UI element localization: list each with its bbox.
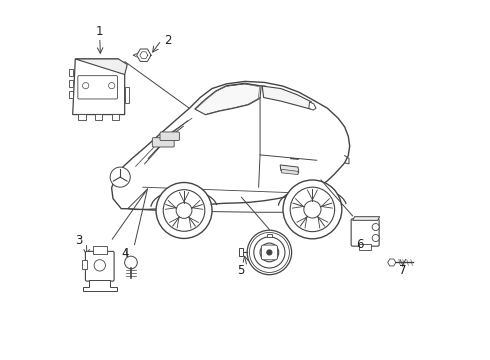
Circle shape bbox=[304, 201, 321, 218]
Bar bbox=[69, 91, 73, 98]
Circle shape bbox=[163, 190, 205, 231]
FancyBboxPatch shape bbox=[152, 138, 174, 147]
Polygon shape bbox=[353, 217, 380, 220]
Polygon shape bbox=[112, 81, 350, 210]
Circle shape bbox=[267, 250, 272, 255]
Bar bbox=[93, 246, 107, 253]
Circle shape bbox=[156, 183, 212, 238]
Circle shape bbox=[110, 167, 130, 187]
Text: 4: 4 bbox=[121, 247, 128, 260]
Bar bbox=[69, 69, 73, 76]
Polygon shape bbox=[388, 259, 396, 266]
Circle shape bbox=[124, 256, 137, 269]
Circle shape bbox=[176, 203, 192, 219]
Polygon shape bbox=[280, 165, 299, 173]
Polygon shape bbox=[282, 169, 298, 175]
Polygon shape bbox=[309, 102, 316, 110]
FancyBboxPatch shape bbox=[261, 245, 277, 260]
Circle shape bbox=[260, 243, 279, 262]
Text: 3: 3 bbox=[75, 234, 83, 247]
FancyBboxPatch shape bbox=[78, 76, 118, 99]
Text: 1: 1 bbox=[96, 25, 103, 38]
Circle shape bbox=[94, 260, 105, 271]
Polygon shape bbox=[137, 49, 151, 62]
FancyBboxPatch shape bbox=[160, 132, 179, 140]
FancyBboxPatch shape bbox=[85, 251, 114, 281]
Circle shape bbox=[290, 187, 335, 231]
Circle shape bbox=[283, 180, 342, 239]
Bar bbox=[240, 248, 244, 256]
Bar bbox=[359, 244, 371, 250]
Bar bbox=[69, 80, 73, 87]
Bar bbox=[267, 234, 272, 237]
Polygon shape bbox=[262, 86, 311, 109]
Circle shape bbox=[249, 233, 290, 273]
Polygon shape bbox=[83, 280, 117, 291]
Bar bbox=[124, 87, 129, 103]
Circle shape bbox=[372, 234, 379, 242]
Polygon shape bbox=[75, 59, 127, 75]
Circle shape bbox=[247, 230, 292, 275]
Bar bbox=[78, 114, 86, 120]
Circle shape bbox=[372, 224, 379, 230]
Text: 6: 6 bbox=[356, 238, 364, 251]
FancyBboxPatch shape bbox=[351, 219, 379, 246]
Bar bbox=[82, 260, 87, 269]
Circle shape bbox=[83, 82, 89, 89]
Text: 2: 2 bbox=[164, 33, 171, 47]
Bar bbox=[95, 114, 102, 120]
Polygon shape bbox=[195, 83, 261, 115]
Text: 5: 5 bbox=[237, 264, 245, 277]
Text: 7: 7 bbox=[399, 264, 407, 277]
Polygon shape bbox=[73, 59, 124, 114]
Bar bbox=[112, 114, 119, 120]
Circle shape bbox=[109, 82, 115, 89]
Circle shape bbox=[254, 237, 285, 268]
